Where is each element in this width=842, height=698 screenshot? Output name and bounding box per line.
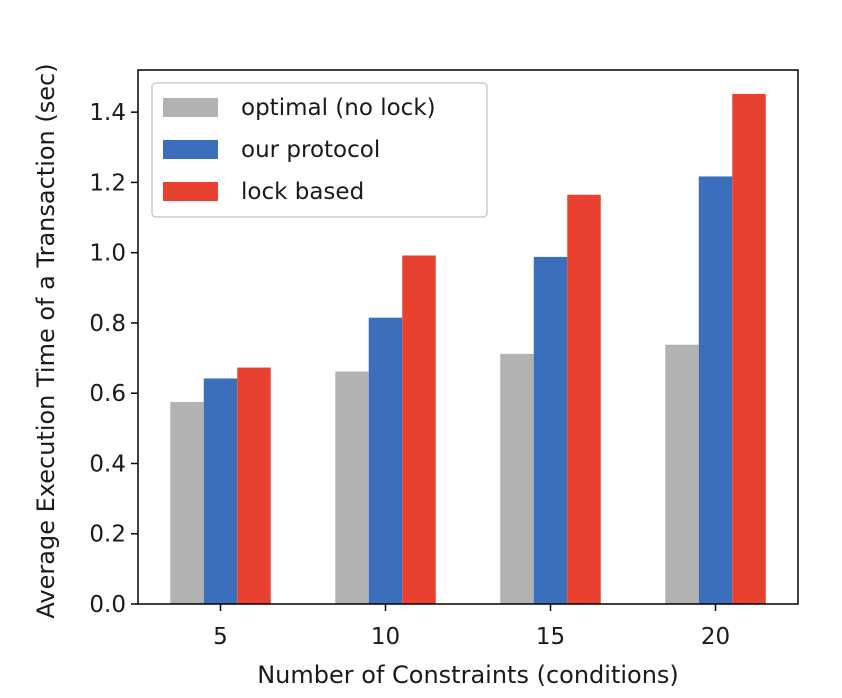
x-axis-ticks: 5 10 15 20 <box>213 604 730 650</box>
legend-swatch <box>163 140 218 159</box>
y-tick-label: 0.6 <box>89 381 126 407</box>
bar-optimal-no-lock-5 <box>170 401 204 604</box>
y-tick-label: 0.4 <box>89 451 126 477</box>
legend-swatch <box>163 98 218 117</box>
bar-our-protocol-5 <box>203 378 238 604</box>
bar-lock-based-10 <box>402 255 436 604</box>
x-tick-label: 20 <box>701 624 730 650</box>
bar-our-protocol-15 <box>533 256 568 604</box>
legend: optimal (no lock) our protocol lock based <box>151 82 488 218</box>
bar-lock-based-5 <box>237 367 271 604</box>
legend-label: optimal (no lock) <box>241 95 436 121</box>
legend-swatch <box>163 182 218 201</box>
bar-lock-based-15 <box>567 194 601 604</box>
legend-label: lock based <box>241 179 364 205</box>
y-axis-label: Average Execution Time of a Transaction … <box>32 63 60 618</box>
y-tick-label: 0.0 <box>89 592 126 618</box>
plot-frame <box>137 69 799 605</box>
y-tick-label: 1.4 <box>89 100 126 126</box>
x-axis-label: Number of Constraints (conditions) <box>257 661 679 689</box>
y-tick-label: 1.2 <box>89 170 126 196</box>
y-tick-label: 0.8 <box>89 311 126 337</box>
y-tick-label: 0.2 <box>89 522 126 548</box>
bar-our-protocol-20 <box>698 176 733 605</box>
x-tick-label: 10 <box>371 624 400 650</box>
bar-optimal-no-lock-20 <box>665 344 699 604</box>
legend-label: our protocol <box>241 137 380 163</box>
bar-optimal-no-lock-10 <box>335 371 369 604</box>
y-tick-label: 1.0 <box>89 241 126 267</box>
bar-our-protocol-10 <box>368 317 403 604</box>
bar-lock-based-20 <box>732 93 766 605</box>
legend-box <box>151 82 488 218</box>
x-tick-label: 5 <box>213 624 228 650</box>
y-axis-ticks: 0.0 0.2 0.4 0.6 0.8 1.0 1.2 1.4 <box>89 100 138 618</box>
bar-optimal-no-lock-15 <box>500 353 534 604</box>
bars-group <box>170 93 766 605</box>
x-tick-label: 15 <box>536 624 565 650</box>
